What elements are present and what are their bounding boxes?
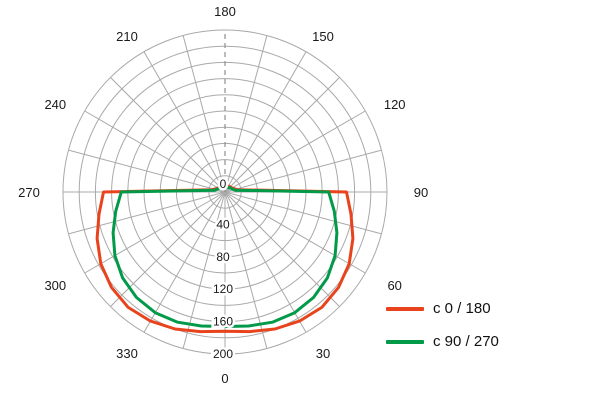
grid-spoke [182, 191, 226, 349]
grid-spoke [224, 191, 307, 333]
legend-swatch-c90-270 [386, 339, 424, 344]
legend-label-c90-270: c 90 / 270 [433, 333, 499, 350]
grid-spoke [224, 191, 382, 235]
grid-spoke [84, 191, 226, 274]
grid-spoke [224, 35, 268, 193]
angle-label-120: 120 [384, 97, 406, 112]
grid-spoke [143, 51, 226, 193]
grid-spoke [224, 110, 366, 193]
legend-item-c0-180: c 0 / 180 [386, 300, 499, 317]
grid-spoke [143, 191, 226, 333]
grid-spoke [68, 149, 226, 193]
angle-label-180: 180 [214, 4, 236, 19]
grid-spoke [224, 149, 382, 193]
chart-legend: c 0 / 180 c 90 / 270 [386, 300, 499, 350]
legend-item-c90-270: c 90 / 270 [386, 333, 499, 350]
grid-spoke [224, 191, 366, 274]
angle-label-270: 270 [18, 185, 40, 200]
angle-label-90: 90 [414, 185, 428, 200]
angle-label-300: 300 [44, 278, 66, 293]
angle-label-150: 150 [312, 29, 334, 44]
angle-label-0: 0 [221, 371, 228, 386]
angle-label-210: 210 [116, 29, 138, 44]
radial-label-80: 80 [216, 250, 230, 264]
curve-c-90-270 [111, 184, 339, 328]
grid-spoke [224, 191, 268, 349]
radial-label-160: 160 [213, 315, 233, 329]
grid-spoke [224, 51, 307, 193]
radial-label-40: 40 [216, 217, 230, 231]
grid-spoke [110, 77, 226, 193]
legend-swatch-c0-180 [386, 306, 424, 311]
legend-label-c0-180: c 0 / 180 [433, 300, 491, 317]
grid-spoke [68, 191, 226, 235]
grid-spoke [224, 77, 340, 193]
angle-label-60: 60 [387, 278, 401, 293]
angle-label-240: 240 [44, 97, 66, 112]
radial-label-0: 0 [220, 177, 227, 191]
grid-spoke [182, 35, 226, 193]
radial-label-200: 200 [213, 347, 233, 361]
angle-label-330: 330 [116, 346, 138, 361]
angle-label-30: 30 [316, 346, 330, 361]
grid-spoke [84, 110, 226, 193]
radial-label-120: 120 [213, 282, 233, 296]
